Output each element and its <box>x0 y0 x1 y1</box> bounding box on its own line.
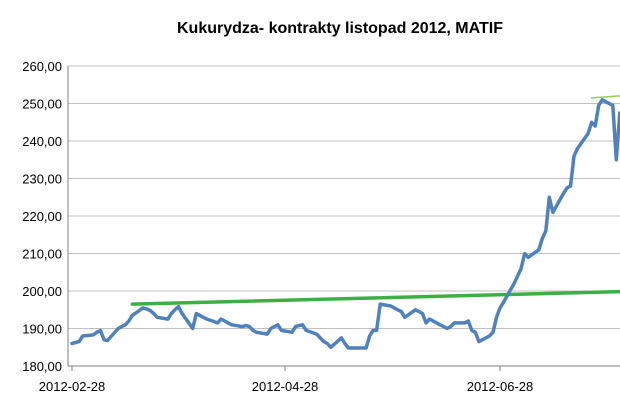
trend-line-main <box>130 289 620 306</box>
price-series-line <box>70 98 620 350</box>
y-tick-label: 250,00 <box>22 97 62 112</box>
y-tick-label: 230,00 <box>22 172 62 187</box>
y-tick-label: 180,00 <box>22 359 62 374</box>
x-tick-label: 2012-02-28 <box>39 379 106 394</box>
y-tick-label: 210,00 <box>22 247 62 262</box>
trend-line-upper <box>590 95 620 99</box>
x-tick-label: 2012-06-28 <box>467 379 534 394</box>
y-tick-label: 240,00 <box>22 134 62 149</box>
y-tick-label: 220,00 <box>22 209 62 224</box>
y-tick-label: 190,00 <box>22 322 62 337</box>
y-tick-label: 200,00 <box>22 284 62 299</box>
y-tick-label: 260,00 <box>22 59 62 74</box>
chart-title: Kukurydza- kontrakty listopad 2012, MATI… <box>177 20 503 37</box>
x-tick-label: 2012-04-28 <box>252 379 319 394</box>
